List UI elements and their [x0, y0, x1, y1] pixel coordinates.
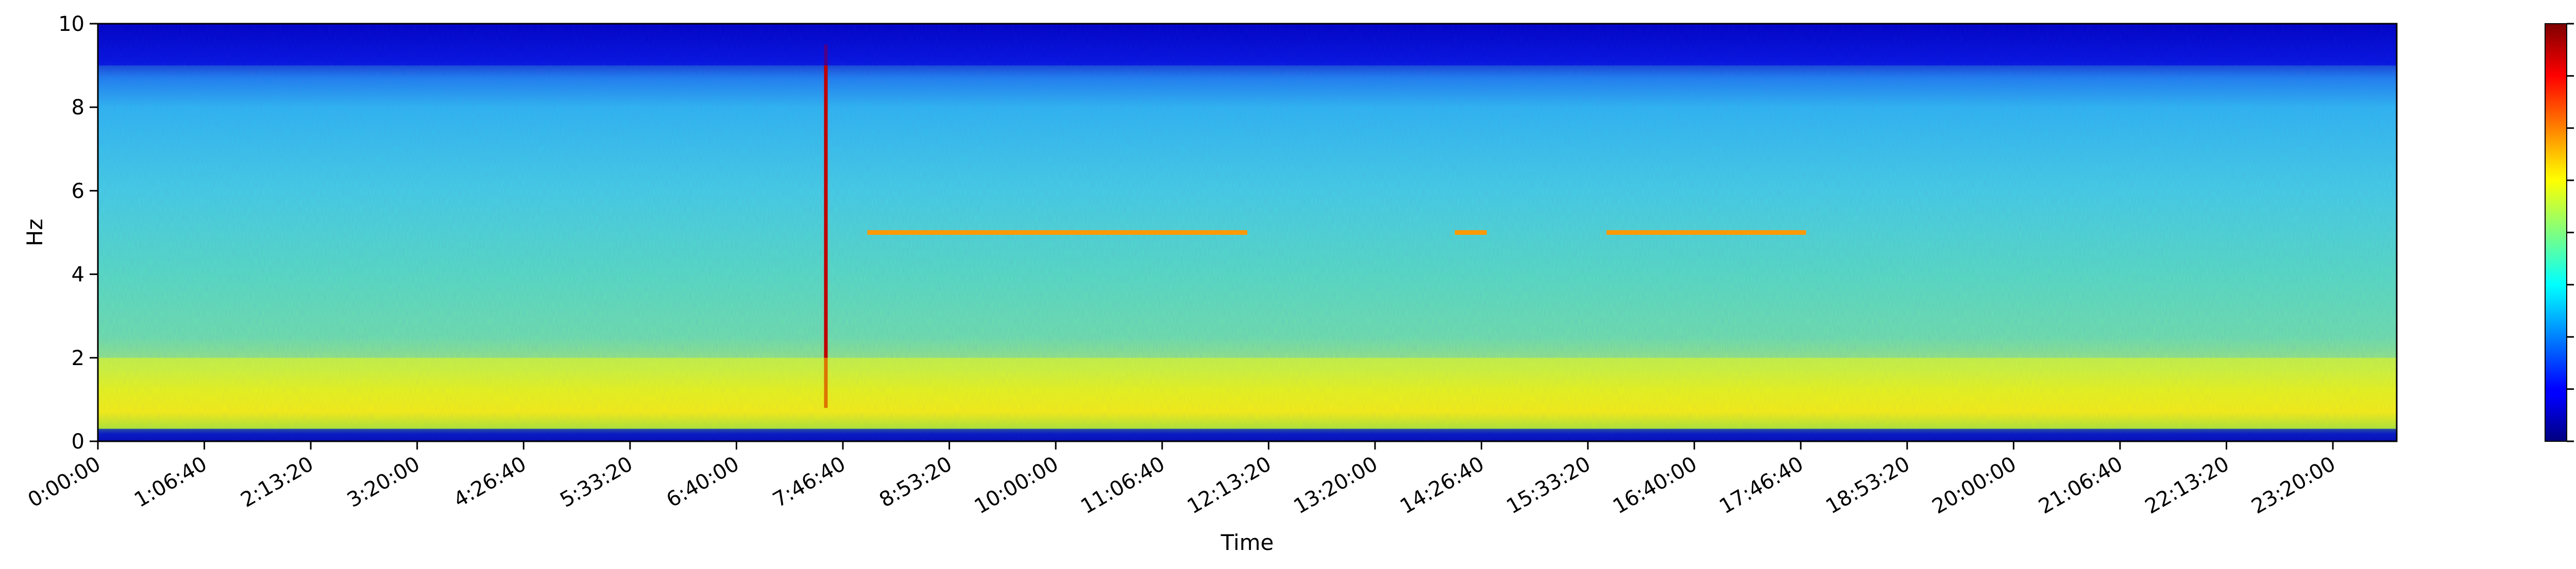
- y-tick-label: 8: [72, 96, 84, 119]
- y-axis-label: Hz: [22, 219, 47, 247]
- x-tick-label: 10:00:00: [971, 452, 1063, 519]
- colorbar-scale: [2545, 23, 2567, 442]
- x-tick-label: 8:53:20: [875, 452, 956, 512]
- x-axis: 0:00:00 1:06:40 2:13:20 3:20:00 4:26:40 5:33:…: [24, 441, 2340, 519]
- x-tick-label: 3:20:00: [343, 452, 424, 512]
- low-frequency-band-mark: [98, 357, 2397, 429]
- y-tick-label: 10: [58, 12, 84, 36]
- y-tick-label: 6: [72, 179, 84, 203]
- x-tick-label: 15:33:20: [1502, 452, 1595, 519]
- x-tick-label: 13:20:00: [1290, 452, 1382, 519]
- high-frequency-rolloff-mark: [98, 24, 2397, 66]
- x-tick-label: 0:00:00: [24, 452, 105, 512]
- spectrogram-features: [98, 24, 2397, 441]
- y-tick-label: 4: [72, 263, 84, 287]
- y-tick-label: 0: [72, 430, 84, 454]
- x-tick-label: 1:06:40: [130, 452, 211, 512]
- x-tick-label: 5:33:20: [556, 452, 637, 512]
- noise-floor-band-mark: [98, 428, 2397, 441]
- x-tick-label: 20:00:00: [1928, 452, 2021, 519]
- x-tick-label: 4:26:40: [450, 452, 531, 512]
- x-tick-label: 14:26:40: [1396, 452, 1488, 519]
- y-tick-label: 2: [72, 347, 84, 370]
- x-tick-label: 18:53:20: [1822, 452, 1914, 519]
- x-tick-label: 2:13:20: [237, 452, 318, 512]
- x-tick-label: 12:13:20: [1183, 452, 1276, 519]
- x-tick-label: 6:40:00: [663, 452, 743, 512]
- plot-area: [97, 23, 2398, 442]
- x-tick-label: 23:20:00: [2248, 452, 2340, 519]
- x-axis-label: Time: [1221, 530, 1274, 555]
- y-axis: 0 2 4 6 8 10: [58, 12, 98, 454]
- x-tick-label: 7:46:40: [769, 452, 850, 512]
- x-tick-label: 11:06:40: [1077, 452, 1169, 519]
- colorbar: +0 dB-10 dB-20 dB-30 dB-40 dB-50 dB-60 d…: [2545, 23, 2574, 442]
- x-tick-label: 16:40:00: [1609, 452, 1701, 519]
- x-tick-label: 21:06:40: [2035, 452, 2127, 519]
- plot-frame: [97, 23, 2398, 442]
- colorbar-ticks: +0 dB-10 dB-20 dB-30 dB-40 dB-50 dB-60 d…: [2567, 23, 2574, 442]
- x-tick-label: 22:13:20: [2141, 452, 2233, 519]
- x-tick-label: 17:46:40: [1716, 452, 1808, 519]
